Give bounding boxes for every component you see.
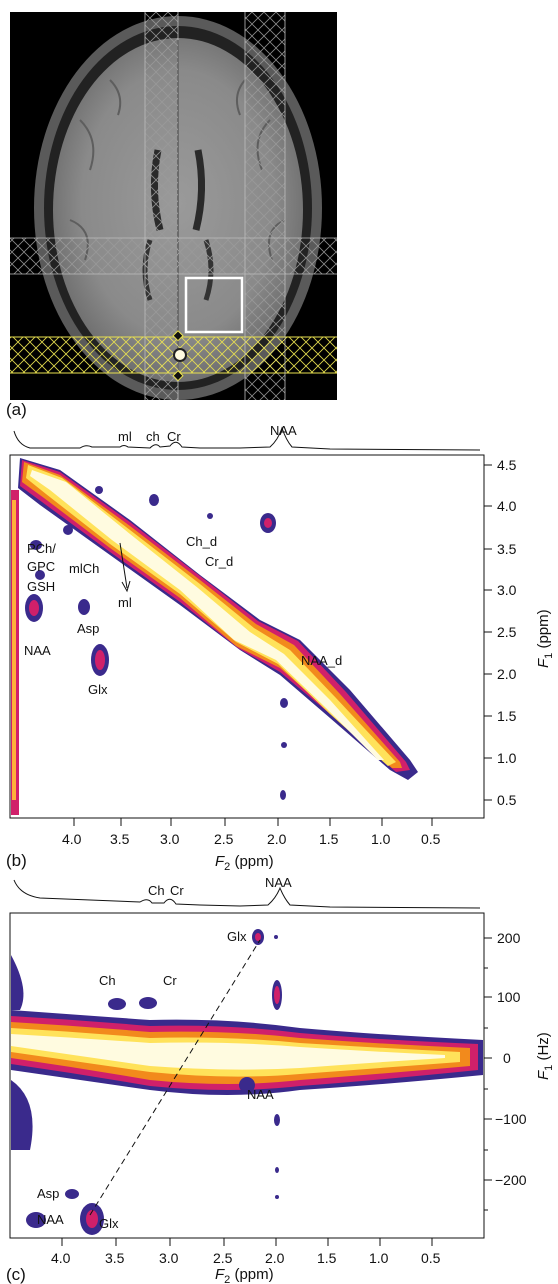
- c-top-label-naa: NAA: [265, 875, 292, 890]
- panel-c-y-label: F1 (Hz): [535, 1032, 555, 1080]
- b-xtick: 4.0: [62, 831, 82, 847]
- c-xtick: 2.5: [213, 1250, 233, 1266]
- panel-b-y-label: F1 (ppm): [535, 609, 555, 668]
- panel-b-y-ticks: 4.5 4.0 3.5 3.0 2.5 2.0 1.5 1.0 0.5: [497, 457, 517, 808]
- b-xtick: 3.5: [110, 831, 130, 847]
- panel-b-label: (b): [6, 851, 27, 870]
- b-top-label-ml: ml: [118, 429, 132, 444]
- b-label-naa: NAA: [24, 643, 51, 658]
- c-ytick: −100: [495, 1111, 527, 1127]
- b-xtick: 1.5: [319, 831, 339, 847]
- b-ytick: 0.5: [497, 792, 517, 808]
- panel-b-peak-labels: PCh/ GPC GSH NAA mlCh Asp Glx ml Ch_d Cr…: [24, 534, 342, 697]
- panel-b-contours: [11, 458, 418, 815]
- c-label-naa-low: NAA: [37, 1212, 64, 1227]
- b-label-gpc: GPC: [27, 559, 55, 574]
- b-xtick: 2.0: [267, 831, 287, 847]
- b-xtick: 3.0: [160, 831, 180, 847]
- b-ytick: 2.0: [497, 666, 517, 682]
- b-label-mlch: mlCh: [69, 561, 99, 576]
- c-label-asp: Asp: [37, 1186, 59, 1201]
- b-top-label-cr: Cr: [167, 429, 181, 444]
- b-label-cr-d: Cr_d: [205, 554, 233, 569]
- panel-b-1d-spectrum: [13, 426, 481, 451]
- panel-b-x-axis: [73, 818, 433, 826]
- panel-a-label: (a): [6, 400, 27, 419]
- mri-image: [10, 12, 337, 400]
- panel-b-1d-labels: ml ch Cr NAA: [118, 423, 297, 444]
- panel-c-1d-spectrum: [13, 879, 481, 909]
- b-label-naa-d: NAA_d: [301, 653, 342, 668]
- b-ytick: 4.5: [497, 457, 517, 473]
- c-top-label-cr: Cr: [170, 883, 184, 898]
- panel-c-x-label: F2 (ppm): [215, 1266, 274, 1284]
- voi-box: [184, 276, 244, 334]
- panel-c-peak-labels: Glx Ch Cr NAA Asp NAA Glx: [37, 929, 274, 1231]
- panel-b-x-ticks: 4.0 3.5 3.0 2.5 2.0 1.5 1.0 0.5: [62, 831, 441, 847]
- b-ytick: 3.0: [497, 582, 517, 598]
- b-label-pch: PCh/: [27, 541, 56, 556]
- c-xtick: 3.5: [105, 1250, 125, 1266]
- b-ytick: 4.0: [497, 498, 517, 514]
- b-label-ml: ml: [118, 595, 132, 610]
- b-xtick: 1.0: [371, 831, 391, 847]
- panel-c-y-ticks: 200 100 0 −100 −200: [495, 930, 527, 1188]
- panel-b-x-label: F2 (ppm): [215, 853, 274, 873]
- c-xtick: 0.5: [421, 1250, 441, 1266]
- b-ytick: 1.0: [497, 750, 517, 766]
- b-label-asp: Asp: [77, 621, 99, 636]
- b-top-label-naa: NAA: [270, 423, 297, 438]
- c-ytick: 100: [497, 989, 521, 1005]
- panel-c-contours: [11, 929, 483, 1235]
- panel-c-1d-labels: Ch Cr NAA: [148, 875, 292, 898]
- c-top-label-ch: Ch: [148, 883, 165, 898]
- b-label-ch-d: Ch_d: [186, 534, 217, 549]
- c-ytick: 200: [497, 930, 521, 946]
- c-xtick: 1.0: [369, 1250, 389, 1266]
- b-label-gsh: GSH: [27, 579, 55, 594]
- b-xtick: 2.5: [214, 831, 234, 847]
- b-ytick: 1.5: [497, 708, 517, 724]
- panel-c-x-axis: [61, 1238, 433, 1246]
- c-label-cr: Cr: [163, 973, 177, 988]
- c-label-glx-top: Glx: [227, 929, 247, 944]
- c-ytick: −200: [495, 1172, 527, 1188]
- panel-c-y-axis: [484, 937, 492, 1211]
- b-top-label-ch: ch: [146, 429, 160, 444]
- c-xtick: 2.0: [265, 1250, 285, 1266]
- c-label-ch: Ch: [99, 973, 116, 988]
- panel-b-y-axis: [484, 464, 492, 801]
- c-label-naa-mid: NAA: [247, 1087, 274, 1102]
- b-ytick: 2.5: [497, 624, 517, 640]
- c-xtick: 1.5: [317, 1250, 337, 1266]
- c-label-glx-low: Glx: [99, 1216, 119, 1231]
- panel-c-x-ticks: 4.0 3.5 3.0 2.5 2.0 1.5 1.0 0.5: [51, 1250, 441, 1266]
- b-xtick: 0.5: [421, 831, 441, 847]
- b-ytick: 3.5: [497, 541, 517, 557]
- b-label-glx: Glx: [88, 682, 108, 697]
- panel-c-label: (c): [6, 1265, 26, 1284]
- c-xtick: 3.0: [159, 1250, 179, 1266]
- c-xtick: 4.0: [51, 1250, 71, 1266]
- c-ytick: 0: [503, 1050, 511, 1066]
- panel-b-ml-arrow: [119, 542, 131, 593]
